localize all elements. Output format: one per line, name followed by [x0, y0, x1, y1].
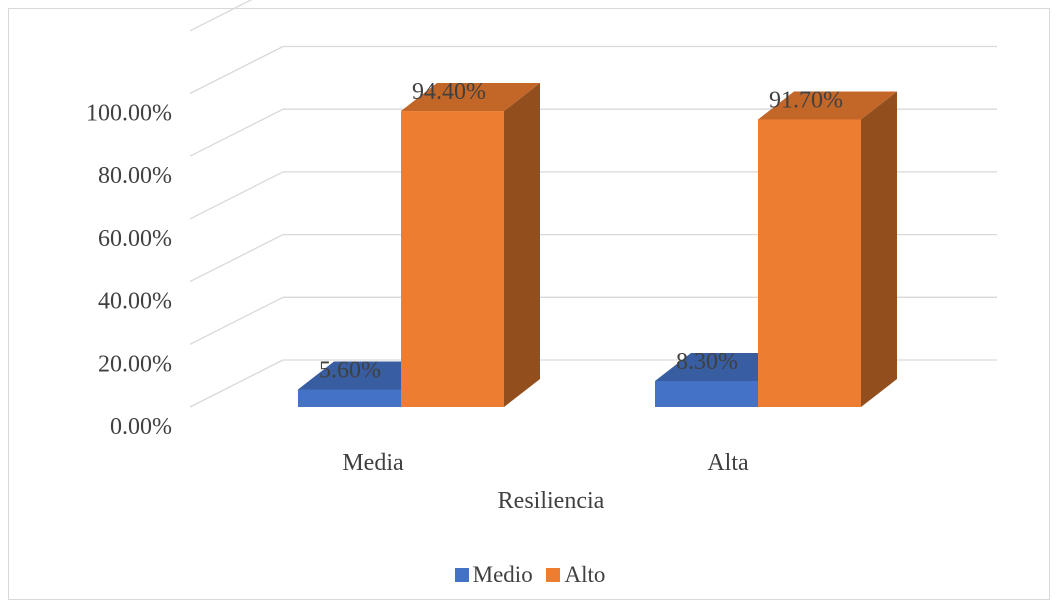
- x-tick-label: Media: [342, 450, 404, 476]
- y-tick-label: 20.00%: [98, 351, 172, 377]
- y-tick-label: 40.00%: [98, 289, 172, 315]
- data-label: 5.60%: [319, 357, 381, 383]
- bar-side-face: [861, 91, 897, 407]
- bar-top-face: [758, 91, 897, 120]
- bar-alto-alta: [758, 91, 897, 407]
- gridline-side: [189, 359, 284, 408]
- gridline-side: [189, 296, 284, 345]
- bar-front-face: [758, 119, 861, 407]
- y-tick-label: 0.00%: [110, 414, 172, 440]
- gridline-side: [189, 45, 284, 95]
- bar-side-face: [504, 83, 540, 407]
- data-label: 8.30%: [676, 349, 738, 375]
- gridline-side: [189, 171, 284, 220]
- legend-swatch-alto: [546, 568, 561, 582]
- y-tick-label: 100.00%: [86, 101, 172, 127]
- y-tick-label: 60.00%: [98, 226, 172, 252]
- bar-front-face: [298, 389, 401, 407]
- bar-front-face: [401, 111, 504, 407]
- legend-swatch-medio: [454, 568, 469, 582]
- data-label: 91.70%: [769, 88, 843, 114]
- y-axis-tick-labels: 0.00% 20.00% 40.00% 60.00% 80.00% 100.00%: [86, 101, 172, 441]
- x-axis-title: Resiliencia: [498, 488, 605, 514]
- legend-label-alto: Alto: [564, 562, 606, 587]
- data-label: 94.40%: [412, 79, 486, 105]
- y-tick-label: 80.00%: [98, 163, 172, 189]
- data-labels: 5.60% 94.40% 8.30% 91.70%: [319, 79, 843, 383]
- gridline-side: [189, 234, 284, 283]
- bar-front-face: [655, 380, 758, 407]
- bar-top-face: [401, 83, 540, 112]
- bars: [298, 83, 897, 407]
- legend-label-medio: Medio: [472, 562, 533, 587]
- x-axis-tick-labels: Media Alta: [342, 450, 749, 476]
- gridline-side: [189, 108, 284, 157]
- legend-item-medio: Medio: [454, 562, 533, 588]
- legend: Medio Alto: [0, 562, 1060, 588]
- legend-item-alto: Alto: [546, 562, 605, 588]
- x-tick-label: Alta: [707, 450, 749, 476]
- bar-alto-media: [401, 83, 540, 407]
- gridline-side: [189, 0, 253, 32]
